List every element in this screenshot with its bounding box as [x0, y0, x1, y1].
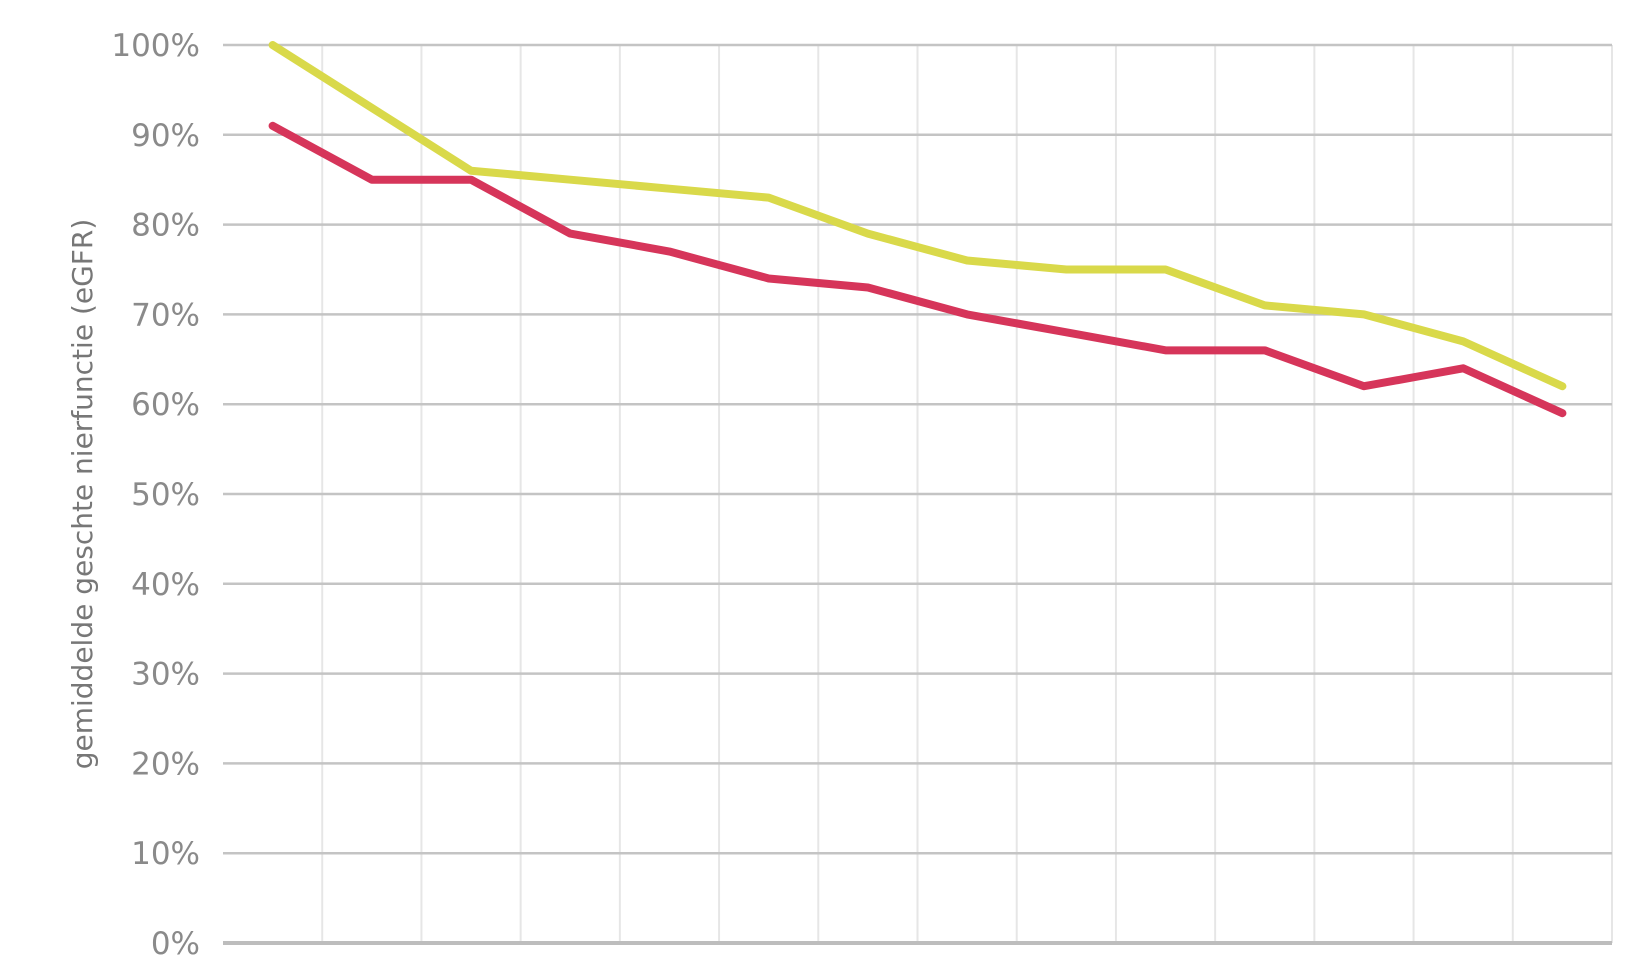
series-line-1	[268, 41, 1567, 391]
grid	[223, 43, 1613, 945]
y-tick-label: 0%	[151, 926, 200, 962]
y-tick-label: 50%	[131, 477, 200, 513]
y-tick-label: 100%	[111, 28, 200, 64]
y-tick-label: 10%	[131, 836, 200, 872]
y-tick-label: 30%	[131, 657, 200, 693]
y-tick-label: 60%	[131, 387, 200, 423]
y-tick-label: 20%	[131, 746, 200, 782]
series-line-2	[268, 121, 1567, 418]
y-tick-label: 80%	[131, 208, 200, 244]
y-axis-ticks: 0% 10% 20% 30% 40% 50% 60% 70% 80% 90% 100%	[111, 28, 200, 962]
series-lines	[268, 41, 1567, 418]
y-axis-label: gemiddelde geschte nierfunctie (eGFR)	[66, 219, 99, 770]
y-tick-label: 90%	[131, 118, 200, 154]
y-tick-label: 70%	[131, 297, 200, 333]
y-tick-label: 40%	[131, 567, 200, 603]
